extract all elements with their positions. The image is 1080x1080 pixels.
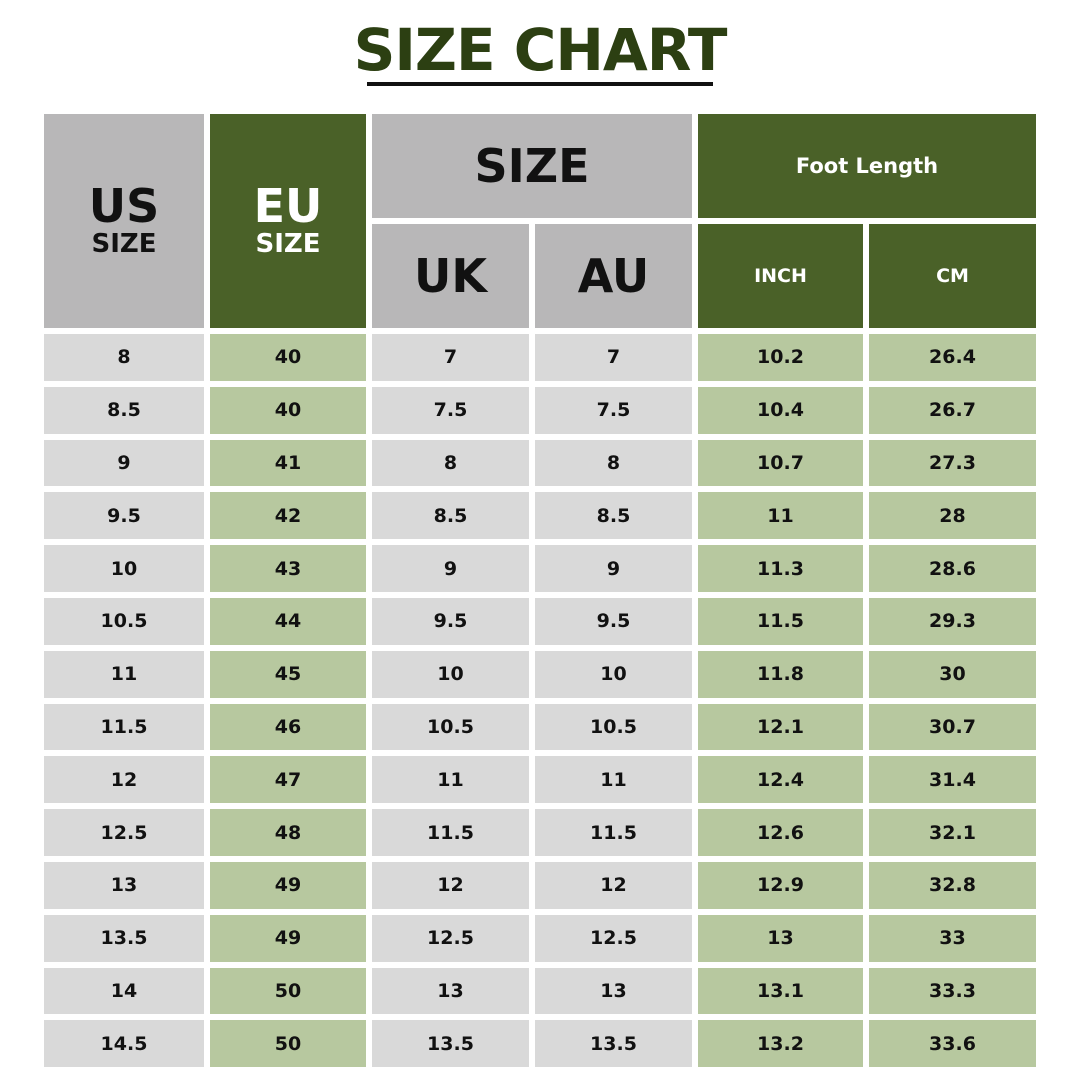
cell-au: 13.5 [535,1020,692,1068]
cell-uk: 9 [372,545,529,592]
cell-uk: 8 [372,439,529,487]
cell-inch: 12.6 [698,809,863,856]
cell-inch: 12.4 [698,756,863,804]
cell-au: 12.5 [535,914,692,962]
cell-inch: 11 [698,492,863,540]
cell-eu: 45 [210,650,366,698]
cell-uk: 11.5 [372,809,529,856]
cell-inch: 10.7 [698,439,863,487]
cell-uk: 13.5 [372,1020,529,1068]
cell-eu: 49 [210,861,366,909]
cell-au: 9 [535,545,692,592]
cell-au: 11.5 [535,809,692,856]
cell-cm: 26.7 [869,386,1036,434]
cell-cm: 33 [869,914,1036,962]
cell-eu: 50 [210,967,366,1015]
cell-cm: 26.4 [869,334,1036,381]
cell-au: 8.5 [535,492,692,540]
cell-eu: 41 [210,439,366,487]
cell-uk: 7.5 [372,386,529,434]
cell-us: 13 [44,861,204,909]
cell-au: 12 [535,861,692,909]
cell-au: 9.5 [535,597,692,645]
cell-inch: 11.8 [698,650,863,698]
header-inch: INCH [698,224,863,328]
cell-eu: 42 [210,492,366,540]
cell-inch: 10.2 [698,334,863,381]
header-us-size: US SIZE [44,114,204,328]
header-us-label: US [88,179,160,233]
header-eu-sub: SIZE [255,229,321,259]
cell-us: 12.5 [44,809,204,856]
cell-us: 9 [44,439,204,487]
cell-inch: 13 [698,914,863,962]
page-title: SIZE CHART [353,16,728,84]
cell-eu: 48 [210,809,366,856]
cell-uk: 7 [372,334,529,381]
cell-au: 8 [535,439,692,487]
cell-au: 10.5 [535,703,692,751]
cell-uk: 13 [372,967,529,1015]
header-eu-label: EU [253,179,323,233]
cell-au: 7.5 [535,386,692,434]
cell-eu: 40 [210,334,366,381]
cell-uk: 8.5 [372,492,529,540]
cell-uk: 10 [372,650,529,698]
header-cm: CM [869,224,1036,328]
cell-au: 7 [535,334,692,381]
cell-uk: 12 [372,861,529,909]
cell-us: 14 [44,967,204,1015]
cell-eu: 43 [210,545,366,592]
cell-us: 10 [44,545,204,592]
cell-cm: 33.6 [869,1020,1036,1068]
cell-us: 11 [44,650,204,698]
cell-eu: 49 [210,914,366,962]
cell-eu: 44 [210,597,366,645]
title-underline [367,82,713,86]
cell-us: 13.5 [44,914,204,962]
cell-us: 11.5 [44,703,204,751]
cell-eu: 46 [210,703,366,751]
header-foot-length: Foot Length [698,114,1036,218]
cell-au: 10 [535,650,692,698]
header-us-sub: SIZE [91,229,157,259]
cell-cm: 29.3 [869,597,1036,645]
cell-uk: 10.5 [372,703,529,751]
header-uk: UK [372,224,529,328]
header-eu-size: EU SIZE [210,114,366,328]
cell-eu: 40 [210,386,366,434]
cell-cm: 28 [869,492,1036,540]
cell-uk: 9.5 [372,597,529,645]
cell-au: 13 [535,967,692,1015]
cell-uk: 12.5 [372,914,529,962]
cell-us: 8.5 [44,386,204,434]
cell-inch: 13.2 [698,1020,863,1068]
cell-inch: 12.9 [698,861,863,909]
cell-uk: 11 [372,756,529,804]
cell-cm: 27.3 [869,439,1036,487]
cell-inch: 12.1 [698,703,863,751]
cell-eu: 50 [210,1020,366,1068]
cell-us: 12 [44,756,204,804]
cell-cm: 32.1 [869,809,1036,856]
size-chart-table: US SIZE EU SIZE SIZE Foot Length UK AU I… [44,114,1036,1068]
cell-cm: 33.3 [869,967,1036,1015]
cell-us: 8 [44,334,204,381]
cell-inch: 11.5 [698,597,863,645]
cell-cm: 31.4 [869,756,1036,804]
header-au: AU [535,224,692,328]
cell-inch: 13.1 [698,967,863,1015]
cell-inch: 11.3 [698,545,863,592]
cell-cm: 30 [869,650,1036,698]
cell-cm: 32.8 [869,861,1036,909]
cell-cm: 30.7 [869,703,1036,751]
cell-inch: 10.4 [698,386,863,434]
cell-us: 10.5 [44,597,204,645]
cell-au: 11 [535,756,692,804]
cell-us: 9.5 [44,492,204,540]
header-size: SIZE [372,114,692,218]
cell-cm: 28.6 [869,545,1036,592]
cell-eu: 47 [210,756,366,804]
cell-us: 14.5 [44,1020,204,1068]
